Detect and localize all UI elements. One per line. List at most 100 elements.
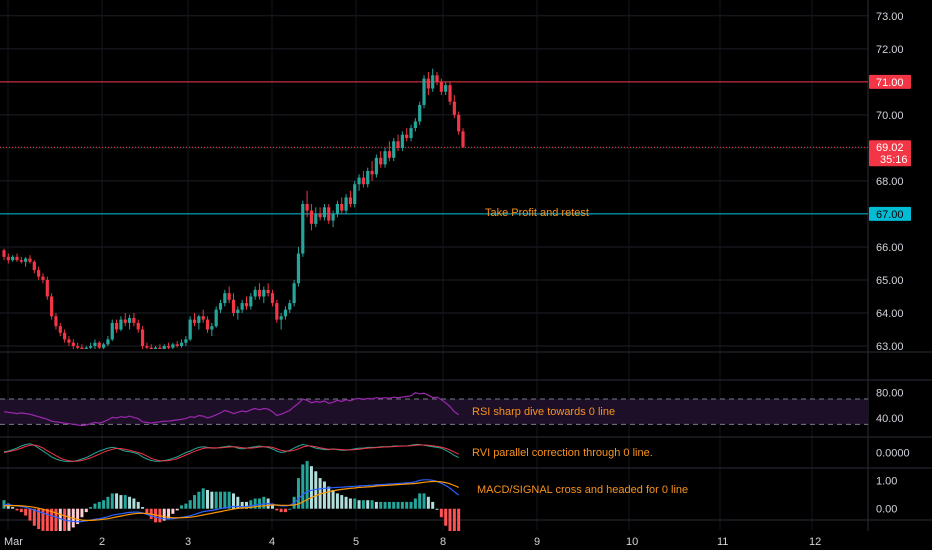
candle[interactable] <box>270 289 275 307</box>
candle[interactable] <box>461 128 465 148</box>
candle[interactable] <box>292 279 296 307</box>
candle[interactable] <box>305 190 309 218</box>
candle[interactable] <box>136 319 140 333</box>
indicator-axes[interactable]: 80.00 40.00 0.0000 1.00 0.00 <box>876 388 910 516</box>
candle[interactable] <box>145 342 149 349</box>
candle[interactable] <box>301 200 305 257</box>
candle[interactable] <box>266 283 270 297</box>
candle[interactable] <box>240 299 244 313</box>
candle[interactable] <box>435 71 439 86</box>
candle[interactable] <box>379 151 383 168</box>
candle[interactable] <box>279 312 283 330</box>
candle[interactable] <box>58 322 62 337</box>
candle[interactable] <box>422 75 426 109</box>
candle[interactable] <box>158 344 162 349</box>
candle[interactable] <box>210 322 214 337</box>
candle[interactable] <box>392 137 396 162</box>
candle[interactable] <box>418 101 422 125</box>
candle[interactable] <box>374 154 378 178</box>
candle[interactable] <box>366 167 370 188</box>
candle[interactable] <box>357 174 361 191</box>
candle[interactable] <box>231 293 236 317</box>
candle[interactable] <box>89 342 93 349</box>
candle[interactable] <box>37 266 41 280</box>
candle[interactable] <box>262 286 266 304</box>
candle[interactable] <box>32 260 36 274</box>
candle[interactable] <box>45 276 49 300</box>
candle[interactable] <box>396 134 400 152</box>
candle[interactable] <box>101 342 106 349</box>
candle[interactable] <box>257 283 262 300</box>
candle[interactable] <box>132 312 136 327</box>
candle[interactable] <box>448 81 452 105</box>
time-axis[interactable]: Mar 2 3 4 5 8 9 10 11 12 <box>0 531 932 550</box>
candle[interactable] <box>171 342 175 349</box>
candle[interactable] <box>296 246 301 287</box>
candle[interactable] <box>236 306 240 320</box>
candle[interactable] <box>227 286 231 304</box>
candle[interactable] <box>205 316 210 333</box>
candle[interactable] <box>127 314 132 330</box>
candle[interactable] <box>314 207 318 228</box>
candle[interactable] <box>361 171 366 188</box>
candle[interactable] <box>41 273 45 284</box>
candle[interactable] <box>67 336 71 346</box>
rvi-signal-line[interactable] <box>3 444 459 462</box>
candle[interactable] <box>214 306 218 328</box>
candle[interactable] <box>24 256 28 267</box>
macd-line[interactable] <box>3 479 460 523</box>
candle[interactable] <box>340 197 344 214</box>
rsi-pane[interactable] <box>0 392 868 427</box>
candle[interactable] <box>253 286 257 300</box>
candle[interactable] <box>19 256 23 264</box>
candle[interactable] <box>370 161 374 181</box>
candle[interactable] <box>123 312 127 327</box>
candle[interactable] <box>409 124 413 142</box>
candle[interactable] <box>50 293 54 320</box>
candle[interactable] <box>184 336 188 346</box>
candle[interactable] <box>452 95 456 119</box>
candle[interactable] <box>322 204 327 221</box>
candle[interactable] <box>283 306 288 320</box>
candle[interactable] <box>76 342 80 349</box>
signal-line[interactable] <box>3 480 459 521</box>
candle[interactable] <box>63 329 67 343</box>
candle[interactable] <box>288 299 292 313</box>
candle[interactable] <box>444 81 448 96</box>
candle[interactable] <box>348 190 353 208</box>
candle[interactable] <box>71 339 75 349</box>
candle[interactable] <box>119 316 123 332</box>
candle[interactable] <box>223 289 227 307</box>
candle[interactable] <box>110 319 114 342</box>
candle[interactable] <box>97 341 101 349</box>
macd-pane[interactable] <box>2 461 461 550</box>
candle[interactable] <box>218 299 223 313</box>
candle[interactable] <box>106 336 110 346</box>
candle[interactable] <box>344 194 348 214</box>
candlestick-series[interactable] <box>2 68 465 349</box>
candle[interactable] <box>93 339 97 349</box>
candle[interactable] <box>249 293 253 310</box>
candle[interactable] <box>175 341 179 348</box>
candle[interactable] <box>405 128 409 142</box>
candle[interactable] <box>162 344 166 349</box>
candle[interactable] <box>201 309 205 323</box>
candle[interactable] <box>413 118 417 132</box>
candle[interactable] <box>335 200 340 218</box>
candle[interactable] <box>140 326 145 349</box>
candle[interactable] <box>327 204 331 224</box>
candle[interactable] <box>387 141 391 162</box>
candle[interactable] <box>331 210 335 228</box>
candle[interactable] <box>6 253 10 264</box>
candle[interactable] <box>426 71 430 96</box>
candle[interactable] <box>28 255 32 264</box>
candle[interactable] <box>244 296 249 310</box>
candle[interactable] <box>2 248 6 261</box>
candle[interactable] <box>179 339 184 348</box>
candle[interactable] <box>54 312 58 330</box>
rsi-line[interactable] <box>3 392 460 427</box>
candle[interactable] <box>11 255 15 262</box>
candle[interactable] <box>80 344 84 349</box>
candle[interactable] <box>192 312 197 327</box>
